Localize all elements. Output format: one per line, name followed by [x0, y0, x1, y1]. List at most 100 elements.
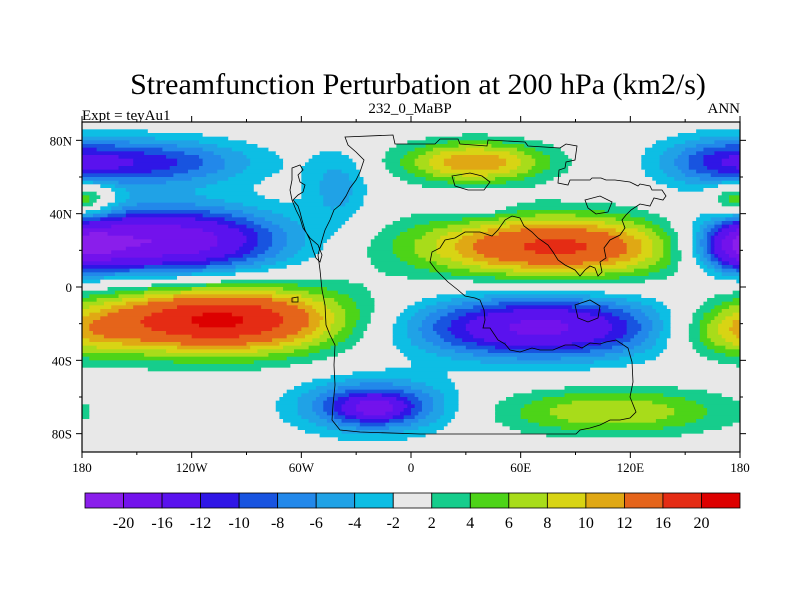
- field-cell: [279, 415, 302, 420]
- field-cell: [118, 166, 171, 171]
- field-cell: [718, 195, 730, 200]
- field-cell: [696, 129, 740, 134]
- field-cell: [641, 309, 657, 314]
- field-cell: [370, 320, 397, 325]
- field-cell: [714, 250, 726, 255]
- field-cell: [517, 147, 536, 152]
- field-cell: [721, 202, 740, 207]
- field-cell: [641, 166, 661, 171]
- field-cell: [82, 162, 134, 167]
- field-cell: [677, 166, 690, 171]
- field-cell: [151, 327, 273, 332]
- field-cell: [465, 345, 496, 350]
- field-cell: [301, 342, 321, 347]
- field-cell: [440, 254, 463, 259]
- field-cell: [286, 389, 310, 394]
- field-cell: [560, 331, 609, 336]
- field-cell: [619, 254, 639, 259]
- field-cell: [509, 327, 569, 332]
- field-cell: [718, 254, 730, 259]
- field-cell: [96, 298, 123, 303]
- field-cell: [359, 400, 390, 405]
- field-cell: [359, 419, 390, 424]
- field-cell: [721, 426, 740, 431]
- field-cell: [389, 169, 408, 174]
- field-cell: [359, 422, 387, 427]
- field-cell: [82, 144, 116, 149]
- field-cell: [509, 426, 562, 431]
- field-cell: [586, 246, 628, 251]
- field-cell: [407, 327, 419, 332]
- field-cell: [648, 265, 668, 270]
- field-cell: [436, 239, 460, 244]
- field-cell: [699, 327, 708, 332]
- field-cell: [718, 323, 734, 328]
- field-cell: [535, 158, 551, 163]
- field-cell: [670, 246, 679, 251]
- field-cell: [623, 334, 635, 339]
- field-cell: [633, 268, 661, 273]
- field-cell: [703, 250, 708, 255]
- field-cell: [681, 151, 697, 156]
- field-cell: [246, 235, 259, 240]
- field-cell: [443, 158, 507, 163]
- field-cell: [721, 301, 740, 306]
- field-cell: [304, 243, 324, 248]
- field-cell: [400, 349, 427, 354]
- field-cell: [630, 312, 646, 317]
- colorbar-box: [84, 492, 124, 509]
- field-cell: [239, 334, 288, 339]
- field-cell: [330, 309, 346, 314]
- field-cell: [418, 345, 441, 350]
- field-cell: [732, 397, 740, 402]
- field-cell: [721, 261, 730, 266]
- field-cell: [443, 408, 460, 413]
- field-cell: [224, 158, 251, 163]
- field-cell: [546, 180, 657, 185]
- field-cell: [294, 386, 317, 391]
- field-cell: [82, 191, 98, 196]
- field-cell: [202, 147, 233, 152]
- field-cell: [224, 166, 248, 171]
- field-cell: [82, 448, 740, 452]
- field-cell: [531, 155, 551, 160]
- field-cell: [272, 298, 295, 303]
- field-cell: [677, 235, 694, 240]
- field-cell: [458, 400, 500, 405]
- field-cell: [414, 243, 438, 248]
- field-cell: [524, 144, 555, 149]
- field-cell: [122, 342, 182, 347]
- field-cell: [202, 133, 463, 138]
- field-cell: [641, 294, 716, 299]
- field-cell: [703, 342, 716, 347]
- field-cell: [454, 411, 496, 416]
- field-cell: [162, 309, 273, 314]
- field-cell: [100, 184, 116, 189]
- field-cell: [363, 331, 394, 336]
- field-cell: [469, 268, 514, 273]
- field-cell: [125, 213, 204, 218]
- field-cell: [268, 246, 284, 251]
- field-cell: [319, 250, 368, 255]
- field-cell: [549, 408, 675, 413]
- coastline-sea: [584, 195, 613, 215]
- field-cell: [670, 320, 694, 325]
- field-cell: [389, 419, 405, 424]
- field-cell: [590, 265, 628, 270]
- field-cell: [392, 221, 430, 226]
- field-cell: [641, 155, 661, 160]
- field-cell: [122, 298, 149, 303]
- field-cell: [520, 320, 562, 325]
- field-cell: [118, 202, 138, 207]
- field-cell: [447, 265, 482, 270]
- field-cell: [663, 320, 672, 325]
- field-cell: [304, 232, 335, 237]
- field-cell: [498, 257, 609, 262]
- field-cell: [414, 158, 430, 163]
- field-cell: [703, 155, 730, 160]
- field-cell: [725, 345, 740, 350]
- field-cell: [315, 327, 332, 332]
- field-cell: [381, 393, 401, 398]
- field-cell: [82, 389, 288, 394]
- field-cell: [253, 184, 302, 189]
